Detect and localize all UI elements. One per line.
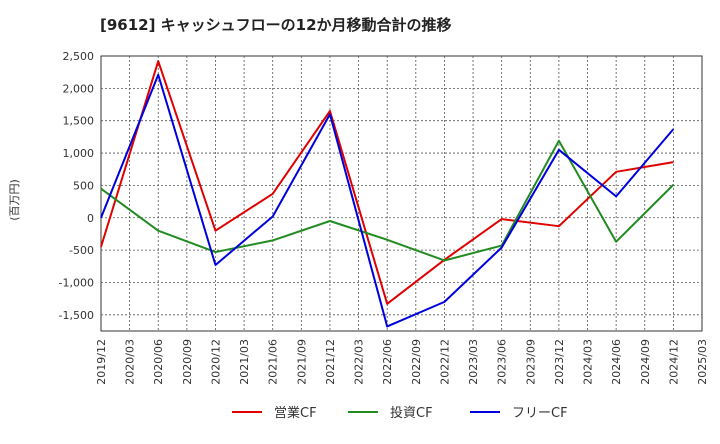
- y-axis-label: (百万円): [8, 179, 21, 221]
- x-tick-label: 2023/09: [524, 339, 537, 385]
- x-tick-label: 2022/06: [381, 339, 394, 385]
- legend-label-2: フリーCF: [512, 406, 568, 421]
- chart-title: [9612] キャッシュフローの12か月移動合計の推移: [100, 16, 452, 34]
- y-tick-label: 0: [87, 212, 94, 225]
- x-tick-label: 2020/03: [124, 339, 137, 385]
- y-tick-label: -1,500: [59, 309, 94, 322]
- plot-frame: [100, 55, 703, 332]
- legend-label-0: 営業CF: [274, 405, 317, 421]
- y-tick-label: 1,500: [63, 115, 95, 128]
- y-tick-label: -500: [69, 244, 94, 257]
- x-tick-label: 2021/03: [238, 339, 251, 385]
- y-tick-label: 2,500: [63, 50, 95, 63]
- x-tick-label: 2024/12: [667, 339, 680, 385]
- y-tick-label: 1,000: [63, 147, 95, 160]
- x-tick-label: 2021/12: [324, 339, 337, 385]
- x-tick-label: 2020/09: [181, 339, 194, 385]
- x-tick-label: 2020/06: [152, 339, 165, 385]
- y-tick-label: 500: [73, 179, 94, 192]
- x-tick-label: 2023/06: [496, 339, 509, 385]
- x-tick-label: 2020/12: [209, 339, 222, 385]
- x-tick-label: 2022/12: [438, 339, 451, 385]
- series-line-2: [100, 73, 675, 328]
- x-tick-label: 2024/03: [582, 339, 595, 385]
- x-tick-label: 2024/09: [639, 339, 652, 385]
- x-tick-label: 2025/03: [696, 339, 709, 385]
- x-tick-label: 2022/03: [353, 339, 366, 385]
- x-tick-label: 2019/12: [95, 339, 108, 385]
- x-tick-label: 2023/03: [467, 339, 480, 385]
- y-tick-label: -1,000: [59, 276, 94, 289]
- x-tick-label: 2022/09: [410, 339, 423, 385]
- x-tick-label: 2021/09: [295, 339, 308, 385]
- y-tick-label: 2,000: [63, 82, 95, 95]
- series-line-0: [100, 60, 674, 305]
- x-tick-label: 2023/12: [553, 339, 566, 385]
- x-tick-label: 2021/06: [267, 339, 280, 385]
- legend-label-1: 投資CF: [390, 405, 433, 421]
- series-line-1: [100, 139, 675, 262]
- x-tick-label: 2024/06: [610, 339, 623, 385]
